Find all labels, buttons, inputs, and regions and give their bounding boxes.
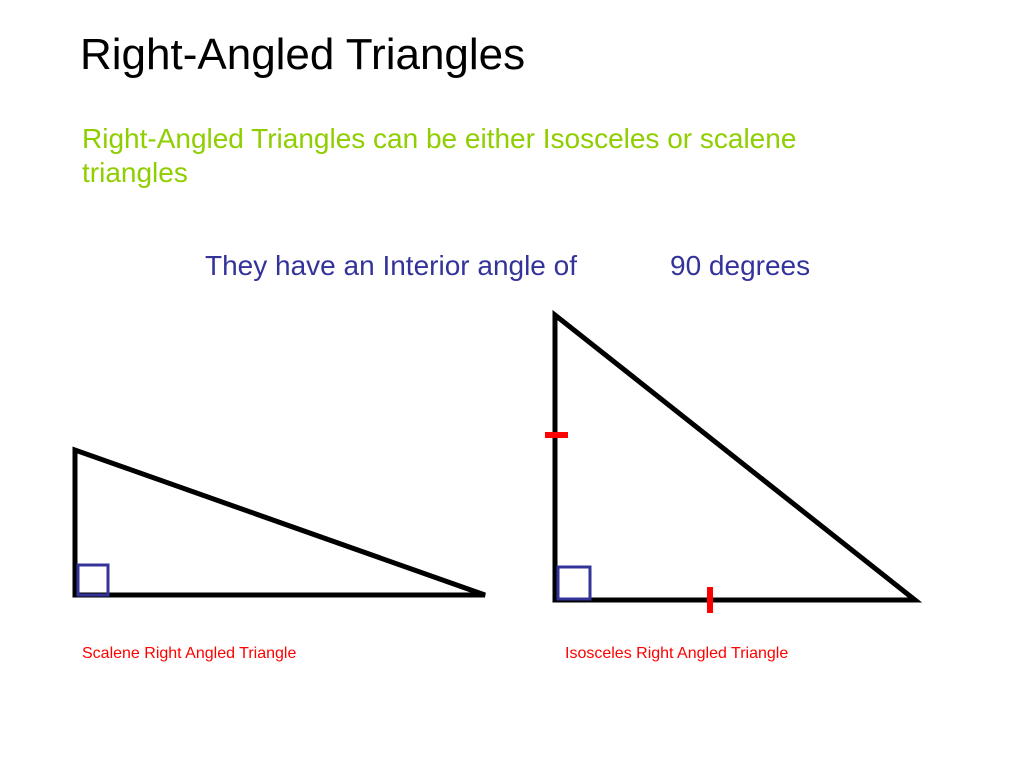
body-text-part2: 90 degrees xyxy=(670,250,810,282)
right-angle-marker-icon xyxy=(78,565,108,595)
scalene-triangle-diagram xyxy=(65,420,495,610)
scalene-triangle xyxy=(75,450,485,595)
slide: Right-Angled Triangles Right-Angled Tria… xyxy=(0,0,1024,768)
subtitle-text: Right-Angled Triangles can be either Iso… xyxy=(82,122,902,189)
page-title: Right-Angled Triangles xyxy=(80,30,525,80)
isosceles-triangle-diagram xyxy=(545,305,945,615)
right-angle-marker-icon xyxy=(558,567,590,599)
body-text-part1: They have an Interior angle of xyxy=(205,250,577,282)
scalene-caption: Scalene Right Angled Triangle xyxy=(82,645,296,663)
isosceles-caption: Isosceles Right Angled Triangle xyxy=(565,645,788,663)
isosceles-triangle xyxy=(555,315,915,600)
